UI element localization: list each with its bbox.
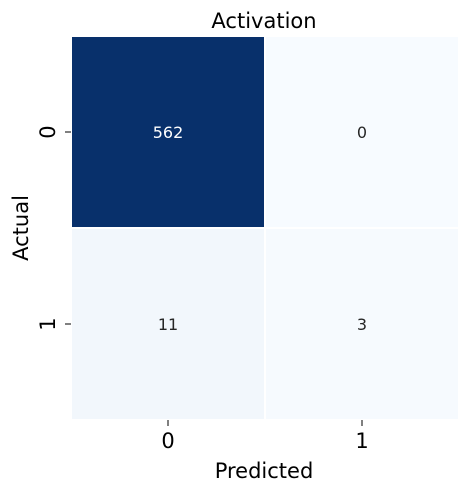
chart-title: Activation — [211, 9, 316, 33]
y-tick-label: 0 — [36, 125, 60, 138]
x-axis-label: Predicted — [215, 459, 314, 483]
heatmap-cell — [70, 227, 266, 421]
heatmap-cell — [70, 35, 266, 229]
cell-value-label: 562 — [153, 123, 184, 142]
cell-value-label: 3 — [357, 315, 367, 334]
y-axis-ticks: 01 — [36, 125, 71, 331]
x-tick-label: 0 — [161, 429, 174, 453]
cell-value-label: 11 — [158, 315, 178, 334]
heatmap-cell — [264, 227, 460, 421]
heatmap-cell-labels: 562 0 11 3 — [153, 123, 367, 334]
y-tick-label: 1 — [36, 317, 60, 330]
x-tick-label: 1 — [355, 429, 368, 453]
heatmap-cells — [70, 35, 460, 421]
y-axis-label: Actual — [9, 195, 33, 261]
cell-value-label: 0 — [357, 123, 367, 142]
heatmap-cell — [264, 35, 460, 229]
